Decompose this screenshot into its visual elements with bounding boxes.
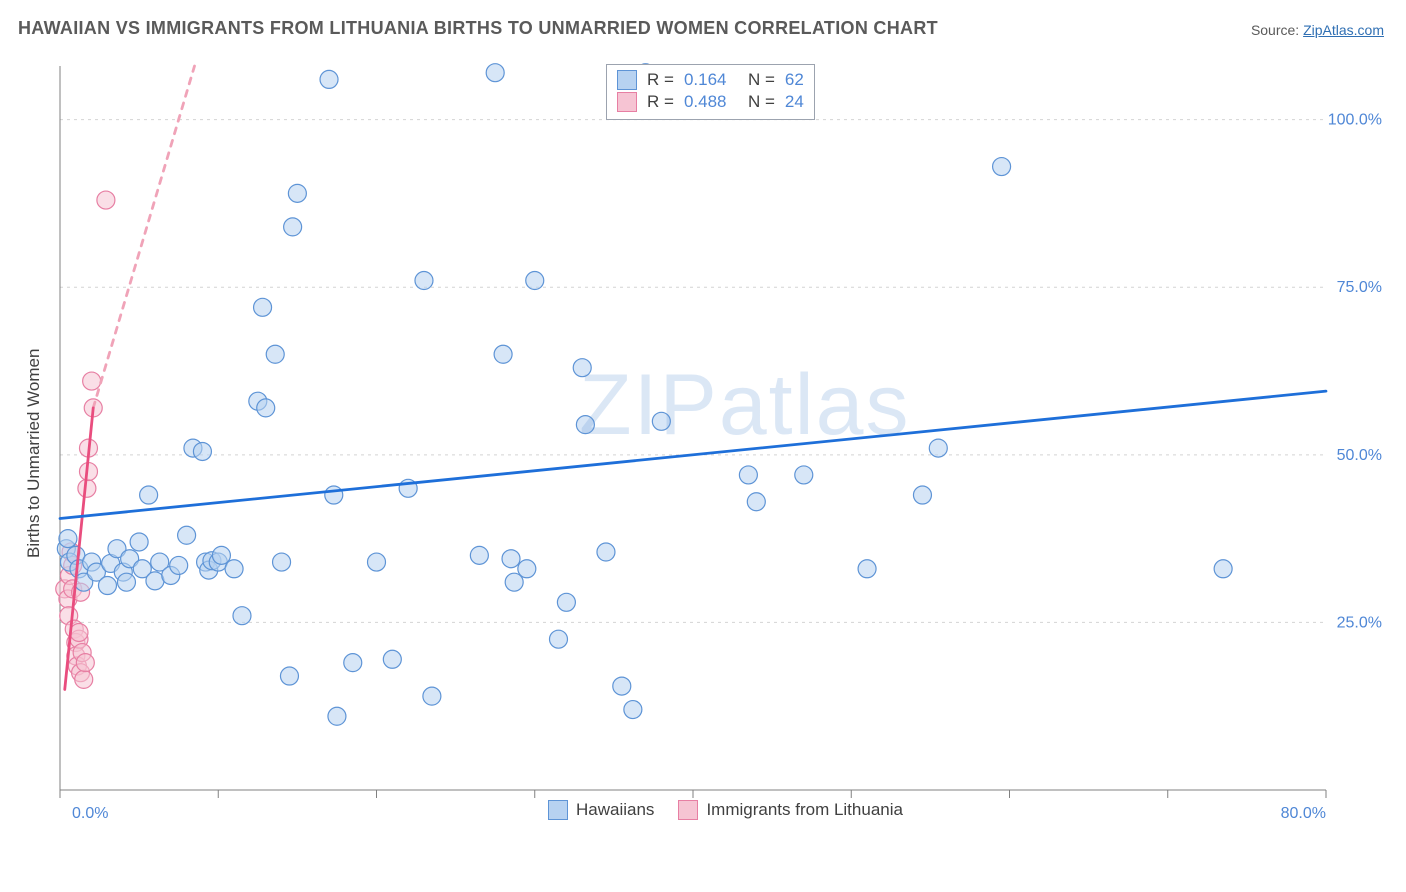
y-tick-label: 25.0%: [1337, 614, 1382, 631]
legend-item: Immigrants from Lithuania: [678, 800, 903, 820]
legend-r-value: 0.488: [684, 92, 738, 112]
legend-swatch: [617, 92, 637, 112]
series-legend: Hawaiians Immigrants from Lithuania: [548, 800, 903, 820]
legend-swatch: [617, 70, 637, 90]
legend-r-label: R =: [647, 92, 674, 112]
legend-swatch: [548, 800, 568, 820]
legend-n-value: 24: [785, 92, 804, 112]
scatter-chart: 25.0% 50.0% 75.0% 100.0% 0.0% 80.0%: [50, 56, 1388, 830]
y-tick-label: 100.0%: [1328, 112, 1382, 129]
legend-n-label: N =: [748, 92, 775, 112]
legend-n-value: 62: [785, 70, 804, 90]
chart-title: HAWAIIAN VS IMMIGRANTS FROM LITHUANIA BI…: [18, 18, 938, 39]
legend-r-value: 0.164: [684, 70, 738, 90]
y-tick-label: 75.0%: [1337, 279, 1382, 296]
legend-label: Immigrants from Lithuania: [706, 800, 903, 820]
y-axis-label: Births to Unmarried Women: [24, 349, 44, 558]
correlation-legend: R = 0.164 N = 62 R = 0.488 N = 24: [606, 64, 815, 120]
source-link[interactable]: ZipAtlas.com: [1303, 22, 1384, 38]
legend-r-label: R =: [647, 70, 674, 90]
legend-row: R = 0.164 N = 62: [617, 69, 804, 91]
legend-n-label: N =: [748, 70, 775, 90]
y-tick-label: 50.0%: [1337, 447, 1382, 464]
source-attribution: Source: ZipAtlas.com: [1251, 22, 1384, 38]
legend-label: Hawaiians: [576, 800, 654, 820]
legend-row: R = 0.488 N = 24: [617, 91, 804, 113]
x-tick-label: 0.0%: [72, 805, 108, 822]
legend-item: Hawaiians: [548, 800, 654, 820]
chart-plot-area: Births to Unmarried Women 25.0%50.0%75.0…: [50, 56, 1388, 830]
source-prefix: Source:: [1251, 22, 1303, 38]
legend-swatch: [678, 800, 698, 820]
x-tick-label: 80.0%: [1281, 805, 1326, 822]
